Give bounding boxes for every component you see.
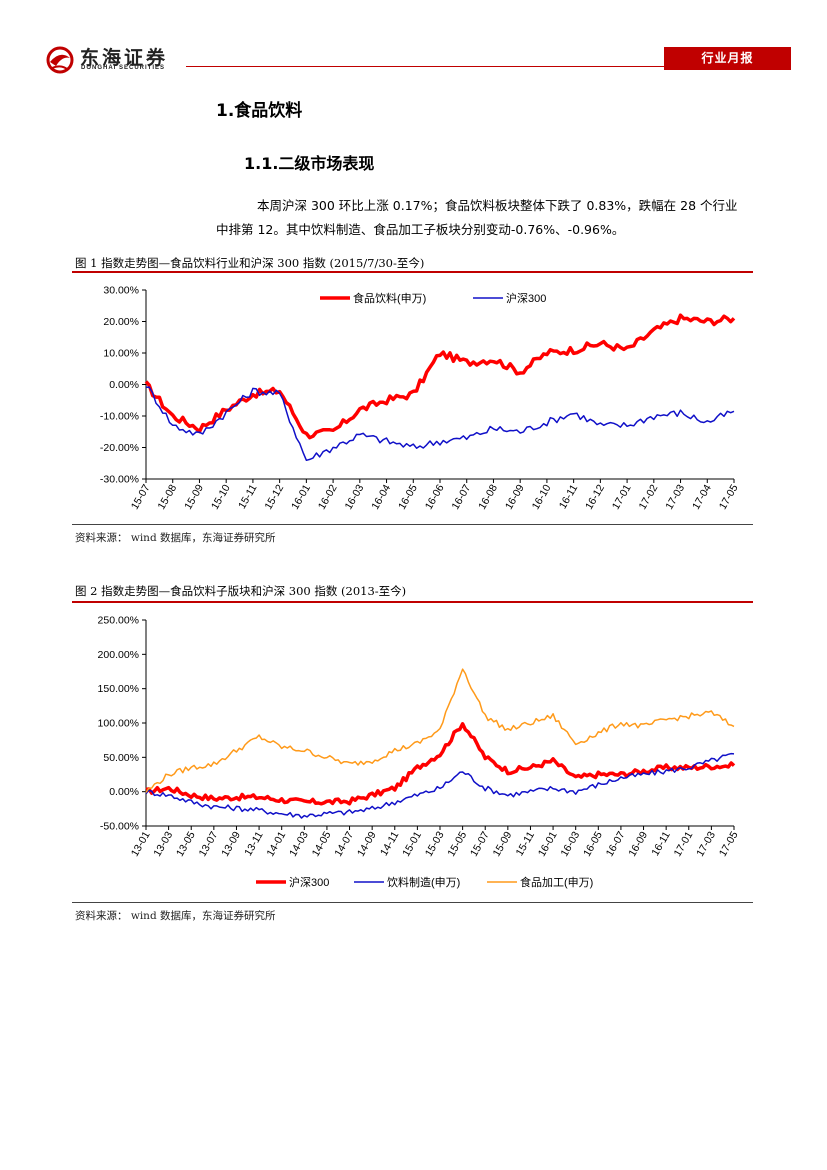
x-tick-label: 13-01 [129,829,153,858]
x-tick-label: 15-09 [182,482,206,511]
x-tick-label: 16-05 [581,829,605,858]
x-tick-label: 14-09 [355,829,379,858]
x-tick-label: 13-03 [151,829,175,858]
y-tick-label: -10.00% [100,411,139,423]
x-tick-label: 17-05 [717,829,741,858]
logo-text-en: DONGHAI SECURITIES [81,65,166,71]
x-tick-label: 16-03 [558,829,582,858]
figure1-title: 图 1 指数走势图—食品饮料行业和沪深 300 指数 (2015/7/30-至今… [75,256,425,270]
x-tick-label: 16-08 [476,482,500,511]
x-tick-label: 15-12 [262,482,286,511]
x-tick-label: 17-01 [672,829,696,858]
x-tick-label: 15-10 [209,482,233,511]
x-tick-label: 16-01 [536,829,560,858]
x-tick-label: 16-07 [604,829,628,858]
x-tick-label: 13-09 [219,829,243,858]
figure2-top-rule [72,601,753,603]
x-tick-label: 15-03 [423,829,447,858]
y-tick-label: -30.00% [100,474,139,486]
x-tick-label: 15-01 [400,829,424,858]
x-tick-label: 17-03 [694,829,718,858]
y-tick-label: 0.00% [109,786,139,798]
y-tick-label: 150.00% [98,683,139,695]
x-tick-label: 16-09 [503,482,527,511]
legend-label: 食品饮料(申万) [353,291,426,305]
report-type-badge: 行业月报 [664,47,791,70]
x-tick-label: 16-09 [626,829,650,858]
x-tick-label: 17-04 [690,482,714,511]
figure2-bottom-rule [72,902,753,903]
x-tick-label: 16-03 [343,482,367,511]
logo-text-cn: 东海证券 [80,47,169,69]
x-tick-label: 16-12 [583,482,607,511]
series-line-3 [145,668,735,793]
paragraph-line-1: 本周沪深 300 环比上涨 0.17%；食品饮料板块整体下跌了 0.83%，跌幅… [257,198,738,213]
figure2-title: 图 2 指数走势图—食品饮料子版块和沪深 300 指数 (2013-至今) [75,584,407,598]
x-tick-label: 16-11 [557,482,581,511]
x-tick-label: 16-10 [530,482,554,511]
x-tick-label: 15-11 [236,482,260,511]
legend-label: 饮料制造(申万) [387,875,460,889]
figure1-chart: -30.00% -20.00% -10.00% 0.00% 10.00% 20.00% 30… [100,285,741,512]
series-line-2 [145,386,735,462]
x-tick-label: 14-11 [378,829,402,858]
y-tick-label: 30.00% [103,285,139,297]
header-divider [186,66,664,67]
figure1-source: 资料来源： wind 数据库，东海证券研究所 [75,532,276,544]
y-tick-label: -20.00% [100,442,139,454]
figure2-source: 资料来源： wind 数据库，东海证券研究所 [75,910,276,922]
y-tick-label: 20.00% [103,316,139,328]
figure1-top-rule [72,271,753,273]
x-tick-label: 15-07 [468,829,492,858]
x-tick-label: 16-01 [289,482,313,511]
x-tick-label: 13-05 [174,829,198,858]
x-tick-label: 15-07 [129,482,153,511]
x-tick-label: 17-03 [663,482,687,511]
x-tick-label: 16-07 [450,482,474,511]
legend-label: 沪深300 [289,875,329,889]
x-tick-label: 16-06 [423,482,447,511]
figure2-chart: -50.00% 0.00% 50.00% 100.00% 150.00% 200.00% 2… [98,615,741,890]
x-tick-label: 15-09 [491,829,515,858]
x-tick-label: 15-08 [156,482,180,511]
logo-emblem-icon [46,46,74,74]
x-tick-label: 17-05 [717,482,741,511]
company-logo [46,46,74,74]
section-heading: 1.食品饮料 [216,101,303,121]
x-tick-label: 16-02 [316,482,340,511]
x-tick-label: 16-11 [649,829,673,858]
y-tick-label: 50.00% [103,752,139,764]
series-line-1 [145,722,736,806]
y-tick-label: 200.00% [98,649,139,661]
series-line-2 [145,752,735,819]
x-tick-label: 15-11 [514,829,538,858]
y-tick-label: 0.00% [109,379,139,391]
x-tick-label: 16-05 [396,482,420,511]
x-tick-label: 15-05 [445,829,469,858]
x-tick-label: 16-04 [369,482,393,511]
legend-label: 食品加工(申万) [520,875,593,889]
x-tick-label: 14-05 [310,829,334,858]
subsection-heading: 1.1.二级市场表现 [244,154,375,173]
x-tick-label: 13-11 [242,829,266,858]
x-tick-label: 17-02 [637,482,661,511]
x-tick-label: 14-01 [264,829,288,858]
x-tick-label: 14-03 [287,829,311,858]
y-tick-label: -50.00% [100,821,139,833]
x-tick-label: 14-07 [332,829,356,858]
y-tick-label: 100.00% [98,718,139,730]
legend-label: 沪深300 [506,291,546,305]
y-tick-label: 250.00% [98,615,139,627]
figure1-bottom-rule [72,524,753,525]
x-tick-label: 13-07 [197,829,221,858]
series-line-1 [144,313,736,440]
paragraph-line-2: 中排第 12。其中饮料制造、食品加工子板块分别变动-0.76%、-0.96%。 [216,222,625,237]
y-tick-label: 10.00% [103,348,139,360]
x-tick-label: 17-01 [610,482,634,511]
